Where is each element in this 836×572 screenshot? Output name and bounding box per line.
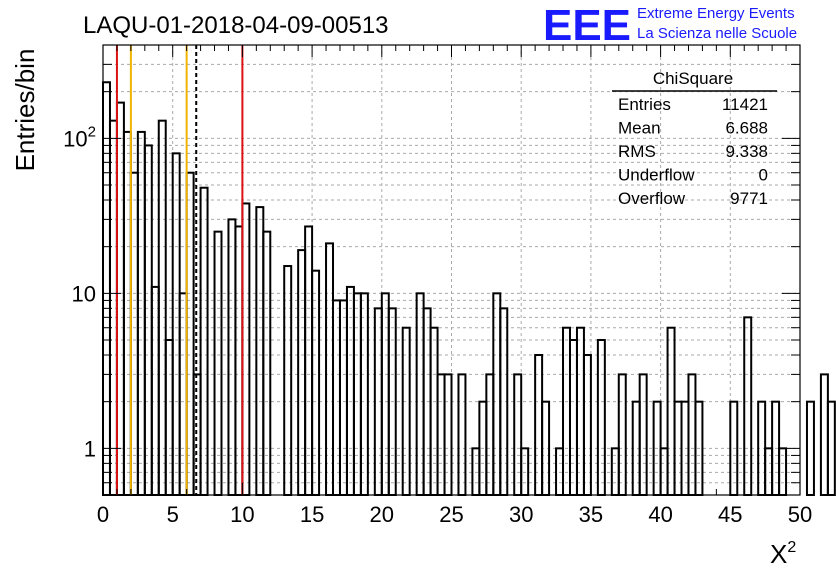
histogram-bar (582, 354, 592, 496)
histogram-bar (359, 292, 369, 496)
histogram-bar (562, 326, 571, 496)
histogram-bar (666, 326, 676, 496)
histogram-bar (429, 326, 439, 496)
stats-row-label: Underflow (618, 166, 695, 185)
logo-line-2: La Scienza nelle Scuole (637, 25, 797, 42)
histogram-bar (304, 225, 314, 496)
x-tick-label: 35 (579, 502, 603, 527)
histogram-bar (255, 206, 265, 496)
x-axis-title-base: X (770, 539, 787, 569)
eee-logo: EEE (543, 1, 631, 50)
histogram-bar (826, 400, 836, 496)
stats-row-value: 0 (759, 166, 768, 185)
histogram-bar (457, 373, 467, 497)
x-tick-label: 20 (370, 502, 394, 527)
histogram-bar (338, 299, 348, 496)
histogram-bar (380, 292, 390, 496)
y-tick-label-sup: 2 (88, 123, 96, 140)
stats-rows: Entries 11421 Mean 6.688 RMS 9.338 Underflow 0 O… (618, 95, 768, 208)
histogram-bar (575, 326, 585, 496)
y-tick-label: 102 (63, 123, 96, 151)
histogram-bar (129, 171, 139, 496)
y-axis-title: Entries/bin (10, 49, 40, 172)
y-tick-label-base: 10 (63, 126, 87, 151)
histogram-bar (325, 242, 335, 496)
y-tick-label-base: 1 (84, 436, 96, 461)
histogram-bar (492, 292, 502, 496)
logo-line-1: Extreme Energy Events (637, 5, 795, 22)
histogram-bar (332, 299, 341, 496)
histogram-bar (401, 326, 411, 496)
histogram-bar (241, 202, 251, 496)
cut-lines (115, 45, 244, 495)
histogram-bar (568, 338, 578, 496)
stats-row-value: 6.688 (725, 119, 768, 138)
stats-box: ChiSquare Entries 11421 Mean 6.688 RMS 9.338 U… (612, 69, 777, 208)
x-tick-label: 5 (167, 502, 179, 527)
histogram-bar (234, 225, 244, 496)
histogram-bar (617, 373, 627, 497)
stats-row-value: 9771 (730, 189, 768, 208)
x-tick-label: 10 (230, 502, 254, 527)
stats-row-label: Entries (618, 95, 671, 114)
histogram-bar (185, 171, 195, 496)
x-tick-label: 45 (718, 502, 742, 527)
histogram-bar (164, 338, 174, 496)
histogram-bar (227, 218, 237, 496)
histogram-bar (115, 101, 125, 496)
histogram-bar (192, 373, 202, 497)
histogram-bar (596, 338, 606, 496)
histogram-bar (436, 373, 446, 497)
y-tick-label: 1 (84, 436, 96, 461)
histogram-bar (485, 373, 495, 497)
axis-ticks (102, 44, 801, 496)
stats-row-label: RMS (618, 142, 656, 161)
x-tick-label: 25 (439, 502, 463, 527)
stats-row-label: Mean (618, 119, 661, 138)
y-tick-label: 10 (72, 281, 96, 306)
histogram-bar (638, 373, 648, 497)
histogram-bar (297, 249, 307, 496)
histogram-bar (178, 292, 188, 496)
histogram-bar (819, 373, 829, 497)
y-tick-label-base: 10 (72, 281, 96, 306)
x-tick-label: 0 (97, 502, 109, 527)
x-axis-title: X2 (770, 539, 796, 569)
histogram-bar (352, 292, 362, 496)
histogram-bar (157, 119, 167, 496)
histogram-bar (311, 269, 321, 497)
x-tick-label: 15 (300, 502, 324, 527)
histogram-bar (143, 144, 153, 496)
histogram-bar (534, 354, 544, 496)
histogram-bar (136, 130, 146, 496)
x-tick-labels: 0 5 10 15 20 25 30 35 40 45 50 (97, 502, 812, 527)
x-tick-label: 50 (788, 502, 812, 527)
histogram-bar (687, 373, 697, 497)
x-axis-title-sup: 2 (787, 539, 796, 556)
histogram-bar (102, 81, 111, 496)
histogram-bar (415, 292, 425, 496)
stats-row-value: 9.338 (725, 142, 768, 161)
histogram-bar (108, 119, 118, 496)
stats-title: ChiSquare (653, 69, 733, 88)
x-tick-label: 40 (648, 502, 672, 527)
histogram-bar (513, 373, 523, 497)
histogram-bar (171, 152, 181, 496)
histogram-bar (443, 373, 453, 497)
x-tick-label: 30 (509, 502, 533, 527)
histogram-bar (122, 130, 132, 496)
chart-title: LAQU-01-2018-04-09-00513 (83, 12, 389, 39)
histogram-bar (805, 400, 815, 496)
stats-row-value: 11421 (722, 95, 768, 114)
stats-row-label: Overflow (618, 189, 686, 208)
histogram-bar (199, 186, 209, 496)
histogram-bar (743, 316, 753, 497)
